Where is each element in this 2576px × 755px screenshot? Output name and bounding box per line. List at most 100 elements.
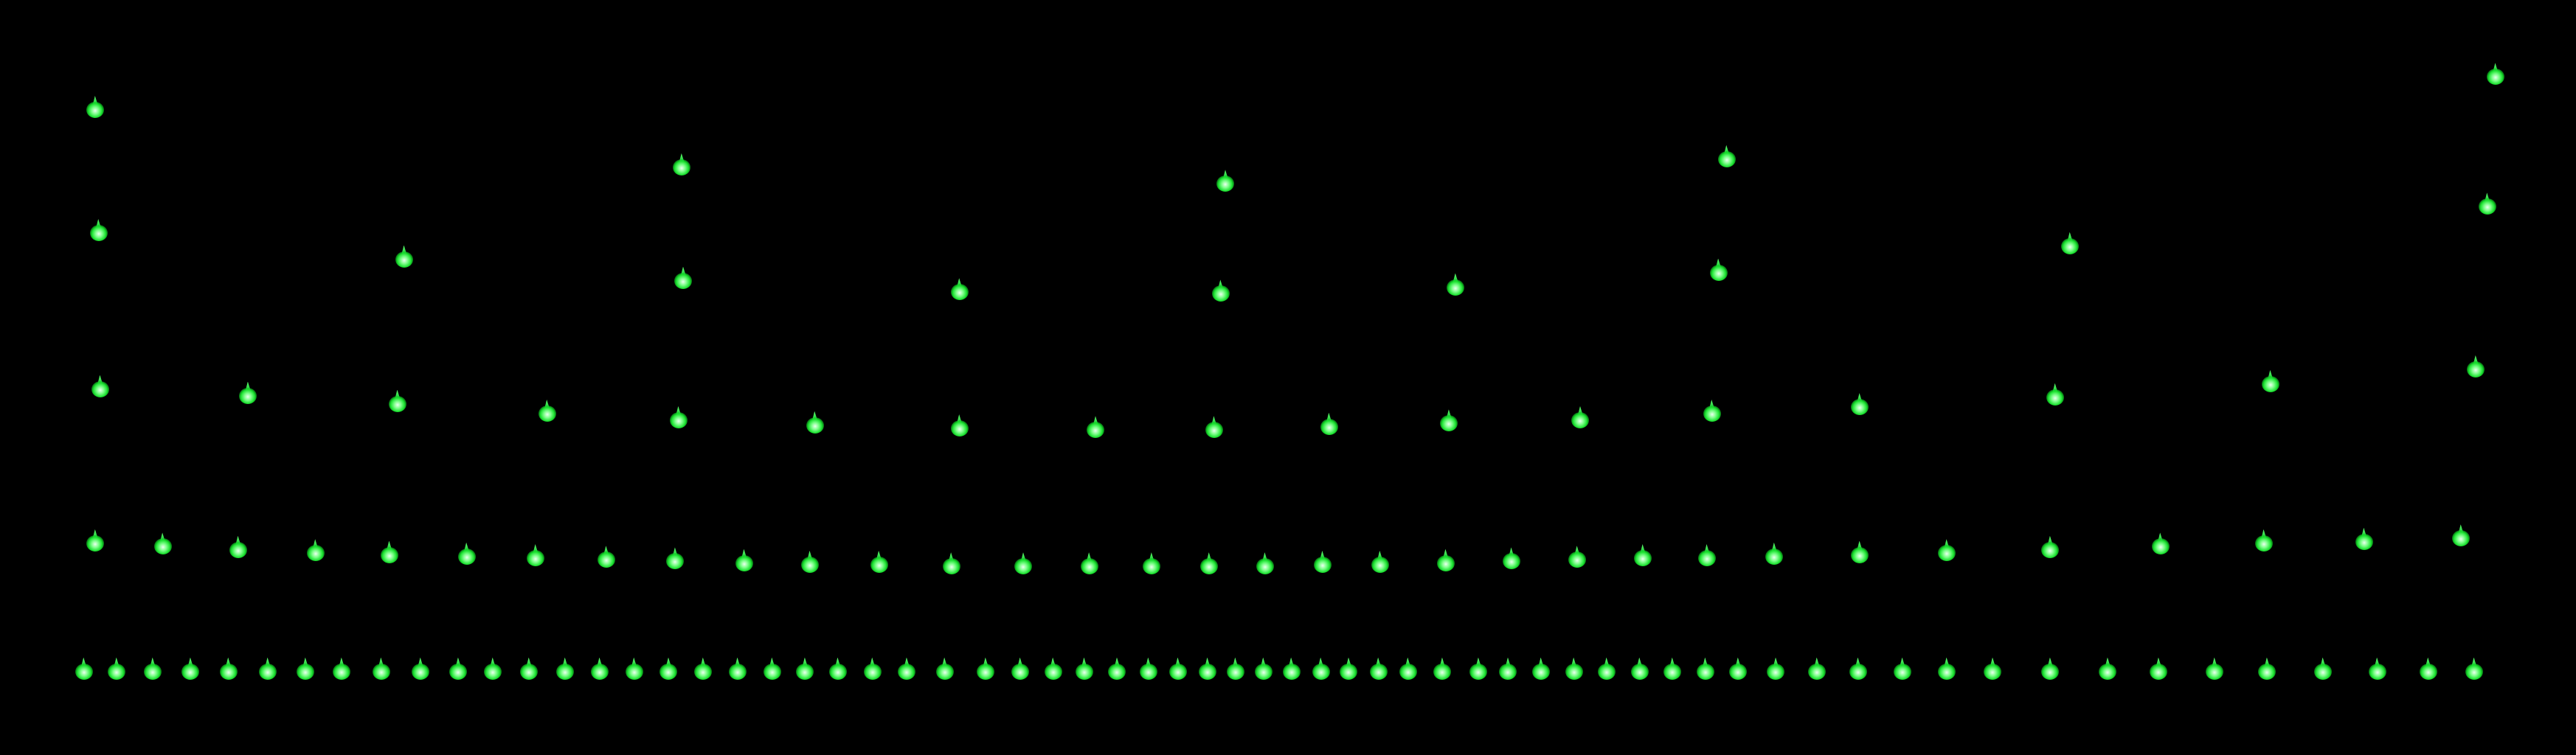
drop-glow xyxy=(1312,663,1330,680)
green-light-drop-icon xyxy=(2039,657,2061,683)
drop-glow xyxy=(590,663,609,680)
drop-glow xyxy=(259,663,277,680)
drop-glow xyxy=(457,548,476,565)
drop-glow xyxy=(1849,663,1867,680)
drop-glow xyxy=(380,546,398,563)
drop-glow xyxy=(828,663,847,680)
drop-tip xyxy=(1505,657,1512,668)
drop-tip xyxy=(1640,544,1646,554)
drop-tip xyxy=(1636,657,1643,668)
drop-tip xyxy=(1114,657,1121,668)
green-light-drop-icon xyxy=(1318,412,1340,438)
drop-tip xyxy=(2105,657,2111,668)
drop-glow xyxy=(728,663,747,680)
drop-glow xyxy=(1565,663,1583,680)
green-light-drop-icon xyxy=(1198,552,1220,577)
drop-glow xyxy=(1200,558,1219,575)
drop-glow xyxy=(977,663,995,680)
green-light-drop-icon xyxy=(1847,657,1869,683)
drop-glow xyxy=(1808,663,1827,680)
green-light-drop-icon xyxy=(1369,550,1391,576)
drop-glow xyxy=(1984,663,2002,680)
drop-tip xyxy=(1735,657,1742,668)
drop-tip xyxy=(603,546,609,557)
green-light-drop-icon xyxy=(1569,406,1591,431)
drop-glow xyxy=(1729,663,1748,680)
green-light-drop-icon xyxy=(827,657,849,683)
green-light-drop-icon xyxy=(1042,657,1064,683)
green-light-drop-icon xyxy=(1708,258,1730,284)
drop-glow xyxy=(673,159,691,175)
green-light-drop-icon xyxy=(727,657,749,683)
green-light-drop-icon xyxy=(1337,657,1360,683)
drop-tip xyxy=(1446,409,1453,420)
drop-glow xyxy=(89,225,108,241)
green-light-drop-icon xyxy=(1312,550,1334,576)
green-light-drop-icon xyxy=(941,552,963,577)
green-light-drop-icon xyxy=(1254,552,1276,577)
drop-glow xyxy=(2486,69,2504,86)
drop-glow xyxy=(2478,198,2496,215)
drop-glow xyxy=(950,420,969,436)
green-light-drop-icon xyxy=(949,278,971,303)
drop-tip xyxy=(1326,412,1332,423)
drop-glow xyxy=(556,663,575,680)
drop-glow xyxy=(520,663,539,680)
drop-glow xyxy=(1313,556,1332,573)
drop-glow xyxy=(1014,558,1033,575)
drop-glow xyxy=(950,284,969,301)
drop-glow xyxy=(1709,264,1728,281)
drop-tip xyxy=(386,540,392,552)
drop-glow xyxy=(2261,375,2279,392)
green-light-drop-icon xyxy=(2312,657,2334,683)
drop-tip xyxy=(1081,657,1087,668)
drop-glow xyxy=(1254,663,1273,680)
drop-tip xyxy=(2047,657,2054,668)
green-light-drop-icon xyxy=(2260,369,2282,395)
green-light-drop-icon xyxy=(974,657,997,683)
green-light-drop-icon xyxy=(1106,657,1128,683)
drop-tip xyxy=(378,657,384,668)
drop-glow xyxy=(2099,663,2117,680)
drop-tip xyxy=(2047,535,2054,546)
green-light-drop-icon xyxy=(2256,657,2278,683)
drop-glow xyxy=(1282,663,1301,680)
drop-tip xyxy=(2458,524,2465,535)
drop-glow xyxy=(898,663,916,680)
drop-glow xyxy=(412,663,430,680)
green-light-drop-icon xyxy=(1849,393,1871,418)
green-light-drop-icon xyxy=(105,657,128,683)
drop-tip xyxy=(869,657,876,668)
drop-glow xyxy=(229,541,247,558)
drop-glow xyxy=(1598,663,1616,680)
green-light-drop-icon xyxy=(294,657,316,683)
drop-glow xyxy=(2368,663,2386,680)
drop-tip xyxy=(1771,542,1778,553)
drop-tip xyxy=(225,657,232,668)
drop-tip xyxy=(562,657,569,668)
green-light-drop-icon xyxy=(1566,546,1588,571)
drop-glow xyxy=(1938,663,1956,680)
drop-tip xyxy=(1773,657,1779,668)
drop-glow xyxy=(1440,415,1458,432)
drop-tip xyxy=(1149,552,1155,563)
green-light-drop-icon xyxy=(2465,355,2487,380)
drop-glow xyxy=(527,550,544,566)
drop-glow xyxy=(1011,663,1029,680)
green-light-drop-icon xyxy=(378,540,401,566)
green-light-drop-icon xyxy=(761,657,783,683)
drop-tip xyxy=(159,532,166,543)
drop-tip xyxy=(1814,657,1821,668)
drop-tip xyxy=(2052,383,2058,394)
drop-glow xyxy=(669,411,688,428)
drop-glow xyxy=(806,417,824,434)
drop-tip xyxy=(2067,232,2074,243)
drop-glow xyxy=(1851,546,1869,563)
drop-tip xyxy=(2260,529,2267,540)
drop-tip xyxy=(1288,657,1295,668)
drop-tip xyxy=(150,657,156,668)
green-light-drop-icon xyxy=(1629,657,1651,683)
green-light-drop-icon xyxy=(1661,657,1683,683)
drop-tip xyxy=(114,657,120,668)
drop-glow xyxy=(674,272,693,289)
